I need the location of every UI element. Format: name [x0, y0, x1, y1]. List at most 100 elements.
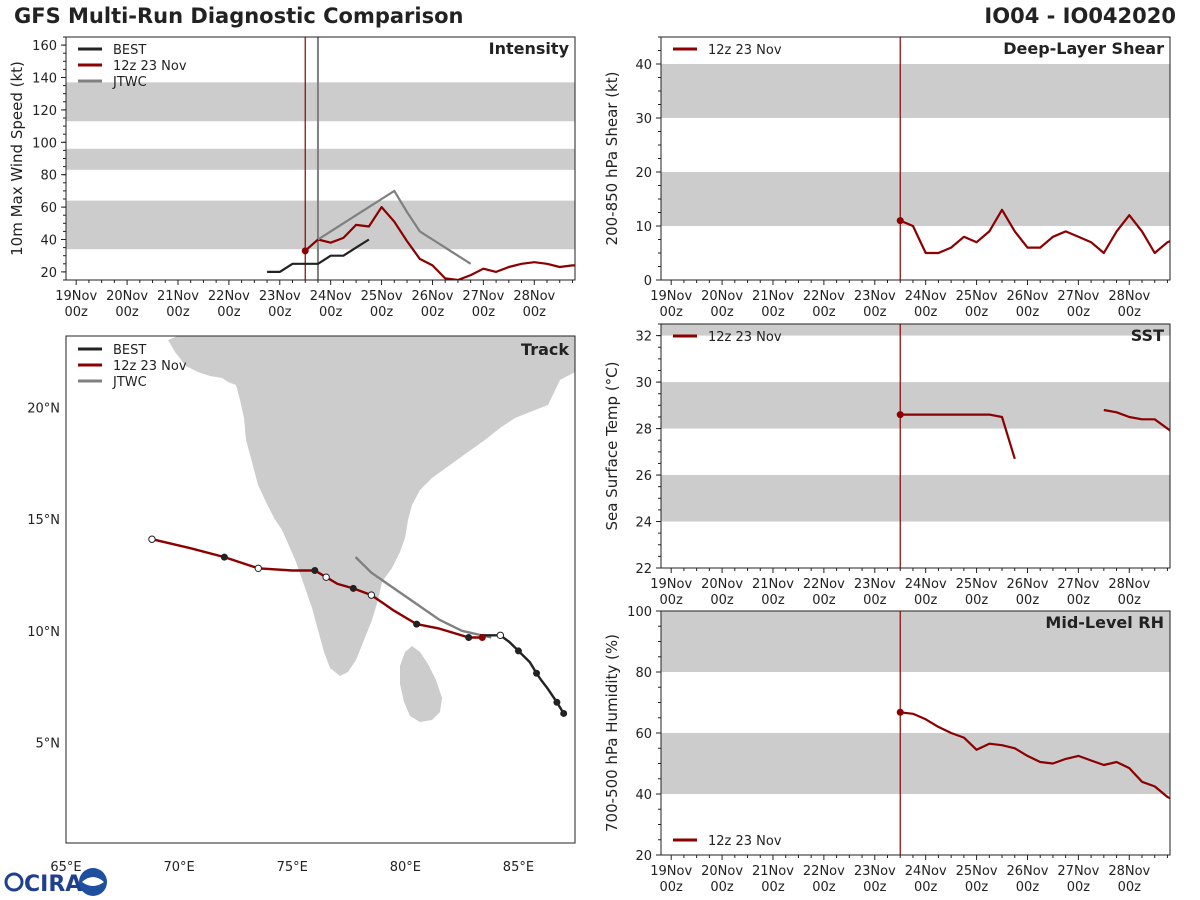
x-tick-label-hour: 00z	[965, 593, 989, 608]
storm-id: IO04 - IO042020	[984, 4, 1176, 28]
track-point-filled-run	[413, 620, 421, 628]
y-tick-label: 140	[32, 72, 57, 87]
y-tick-label: 120	[32, 104, 57, 119]
x-tick-label-day: 22Nov	[803, 577, 845, 592]
y-axis-label: Sea Surface Temp (°C)	[603, 361, 621, 530]
x-tick-label-day: 22Nov	[208, 289, 250, 304]
track-point-filled-run	[349, 584, 357, 592]
x-tick-label-day: 25Nov	[956, 289, 998, 304]
x-tick-label-day: 21Nov	[157, 289, 199, 304]
x-tick-label-hour: 00z	[710, 305, 734, 320]
track-line-run	[151, 538, 483, 639]
legend-label-run: 12z 23 Nov	[708, 834, 782, 849]
y-tick-label: 40	[40, 234, 57, 249]
x-tick-label-hour: 00z	[1067, 593, 1091, 608]
y-tick-label: 100	[627, 605, 652, 620]
x-tick-label-hour: 00z	[710, 593, 734, 608]
series-line-run	[1103, 408, 1170, 432]
track-frame	[65, 335, 576, 844]
x-tick-label-day: 20Nov	[701, 289, 743, 304]
series-line-run	[899, 208, 1170, 255]
legend-label-run: 12z 23 Nov	[113, 359, 187, 374]
plot-area	[661, 37, 1170, 280]
y-tick-label: 80	[635, 666, 652, 681]
x-tick-label-hour: 00z	[1016, 880, 1040, 895]
track-point-open-run	[322, 573, 330, 581]
x-tick-label-hour: 00z	[421, 305, 445, 320]
track-point-open-run	[148, 535, 156, 543]
x-tick-label-day: 20Nov	[701, 577, 743, 592]
x-tick-label-day: 19Nov	[650, 577, 692, 592]
legend-label-run: 12z 23 Nov	[113, 59, 187, 74]
track-y-tick-label: 15°N	[27, 513, 60, 528]
panel-title: SST	[1131, 326, 1164, 345]
x-tick-label-hour: 00z	[761, 880, 785, 895]
track-line-best	[480, 634, 565, 715]
x-tick-label-day: 24Nov	[905, 289, 947, 304]
x-tick-label-hour: 00z	[914, 305, 938, 320]
plot-area	[661, 324, 1170, 568]
track-x-tick-label: 85°E	[503, 860, 534, 875]
x-tick-label-hour: 00z	[710, 880, 734, 895]
y-tick-label: 60	[635, 727, 652, 742]
sri-lanka-landmass	[400, 646, 442, 722]
track-point-filled-run	[311, 567, 319, 575]
x-tick-label-day: 26Nov	[412, 289, 454, 304]
series-line-run	[900, 413, 1016, 460]
series-line-best	[267, 238, 370, 273]
threshold-band	[661, 64, 1170, 118]
track-point-filled-run	[220, 553, 228, 561]
y-tick-label: 24	[635, 516, 652, 531]
track-y-tick-label: 5°N	[36, 736, 61, 751]
y-tick-label: 20	[40, 266, 57, 281]
track-x-tick-label: 70°E	[163, 860, 194, 875]
series-line-jtwc	[317, 189, 472, 265]
threshold-band	[661, 611, 1170, 672]
legend-label-best: BEST	[113, 343, 146, 358]
x-tick-label-hour: 00z	[659, 305, 683, 320]
x-tick-label-hour: 00z	[761, 305, 785, 320]
svg-text:CIRA: CIRA	[24, 872, 82, 897]
y-tick-label: 26	[635, 469, 652, 484]
x-tick-label-day: 21Nov	[752, 577, 794, 592]
track-y-tick-label: 10°N	[27, 625, 60, 640]
x-tick-label-hour: 00z	[1067, 305, 1091, 320]
threshold-band	[661, 382, 1170, 429]
threshold-band	[66, 148, 575, 170]
x-tick-label-day: 24Nov	[905, 577, 947, 592]
sst-panel: 22242628303219Nov00z20Nov00z21Nov00z22No…	[603, 323, 1171, 608]
track-point-filled-run	[465, 634, 473, 642]
x-tick-label-hour: 00z	[1118, 880, 1142, 895]
x-tick-label-day: 27Nov	[1057, 289, 1099, 304]
x-tick-label-day: 24Nov	[310, 289, 352, 304]
x-tick-label-day: 26Nov	[1007, 289, 1049, 304]
y-tick-label: 40	[635, 58, 652, 73]
plot-area	[661, 611, 1170, 855]
init-marker	[896, 217, 904, 225]
x-tick-label-day: 24Nov	[905, 864, 947, 879]
x-tick-label-hour: 00z	[659, 880, 683, 895]
track-point-filled-best	[560, 709, 568, 717]
y-tick-label: 30	[635, 112, 652, 127]
threshold-band	[66, 200, 575, 250]
x-tick-label-hour: 00z	[863, 305, 887, 320]
y-tick-label: 0	[644, 274, 652, 289]
x-tick-label-day: 25Nov	[956, 864, 998, 879]
x-tick-label-day: 20Nov	[701, 864, 743, 879]
x-tick-label-day: 28Nov	[513, 289, 555, 304]
x-tick-label-hour: 00z	[64, 305, 88, 320]
y-tick-label: 100	[32, 136, 57, 151]
panel-title: Mid-Level RH	[1045, 613, 1164, 632]
threshold-band	[66, 82, 575, 122]
plot-frame	[660, 323, 1171, 569]
panel-title: Track	[521, 340, 569, 359]
x-tick-label-hour: 00z	[914, 880, 938, 895]
legend-label-best: BEST	[113, 43, 146, 58]
x-tick-label-day: 23Nov	[259, 289, 301, 304]
x-tick-label-hour: 00z	[659, 593, 683, 608]
y-tick-label: 32	[635, 330, 652, 345]
threshold-band	[661, 324, 1170, 336]
legend-label-run: 12z 23 Nov	[708, 330, 782, 345]
track-point-filled-best	[514, 647, 522, 655]
track-point-filled-run	[478, 634, 486, 642]
